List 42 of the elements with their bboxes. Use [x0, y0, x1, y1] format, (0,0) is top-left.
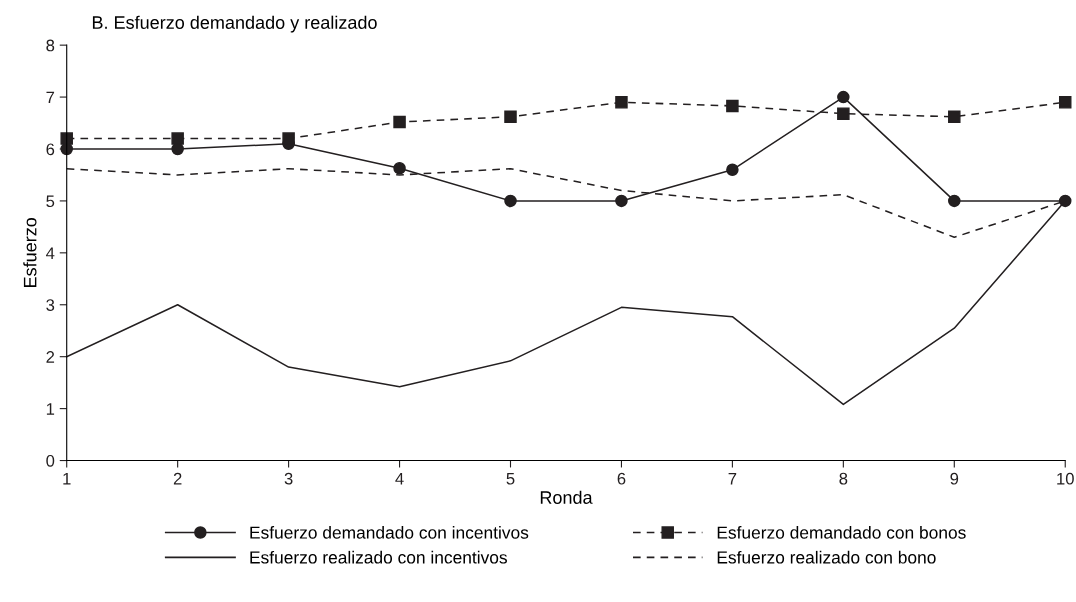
point [504, 110, 517, 124]
point [837, 107, 850, 120]
point [948, 110, 961, 124]
point [393, 161, 406, 175]
y-tick-label: 3 [46, 299, 55, 311]
x-tick-label: 4 [395, 472, 404, 485]
point [1058, 96, 1072, 109]
legend-label: Esfuerzo demandado con incentivos [250, 526, 529, 539]
y-tick-label: 0 [46, 454, 55, 467]
y-tick-label: 7 [46, 91, 55, 104]
y-tick-label: 5 [46, 195, 55, 208]
point [60, 132, 73, 145]
legend-label: Esfuerzo realizado con incentivos [250, 550, 507, 564]
y-tick-label: 4 [46, 247, 55, 259]
y-tick-label: 8 [46, 39, 55, 52]
y-tick-label: 1 [46, 403, 55, 415]
legend-label: Esfuerzo realizado con bono [717, 550, 936, 564]
x-tick-label: 6 [617, 472, 626, 485]
point [393, 115, 406, 129]
y-axis-title: Esfuerzo [23, 217, 37, 287]
point [282, 132, 295, 145]
point [171, 132, 184, 145]
y-tick-label: 2 [46, 351, 55, 363]
x-tick-label: 5 [506, 472, 515, 485]
x-tick-label: 7 [728, 472, 737, 485]
chart-title: B. Esfuerzo demandado y realizado [92, 15, 377, 33]
point [726, 163, 739, 177]
x-axis-title: Ronda [540, 490, 593, 504]
point [615, 96, 628, 109]
point [615, 194, 628, 208]
point [726, 99, 739, 113]
legend-label: Esfuerzo demandado con bonos [717, 526, 966, 539]
point [837, 90, 850, 104]
x-tick-label: 3 [284, 472, 293, 485]
point [504, 194, 517, 208]
x-tick-label: 10 [1057, 472, 1074, 485]
x-tick-label: 1 [63, 472, 71, 485]
x-tick-label: 2 [173, 472, 182, 485]
point [948, 194, 961, 208]
y-tick-label: 6 [46, 143, 55, 156]
x-tick-label: 8 [839, 472, 848, 485]
x-tick-label: 9 [950, 472, 959, 485]
